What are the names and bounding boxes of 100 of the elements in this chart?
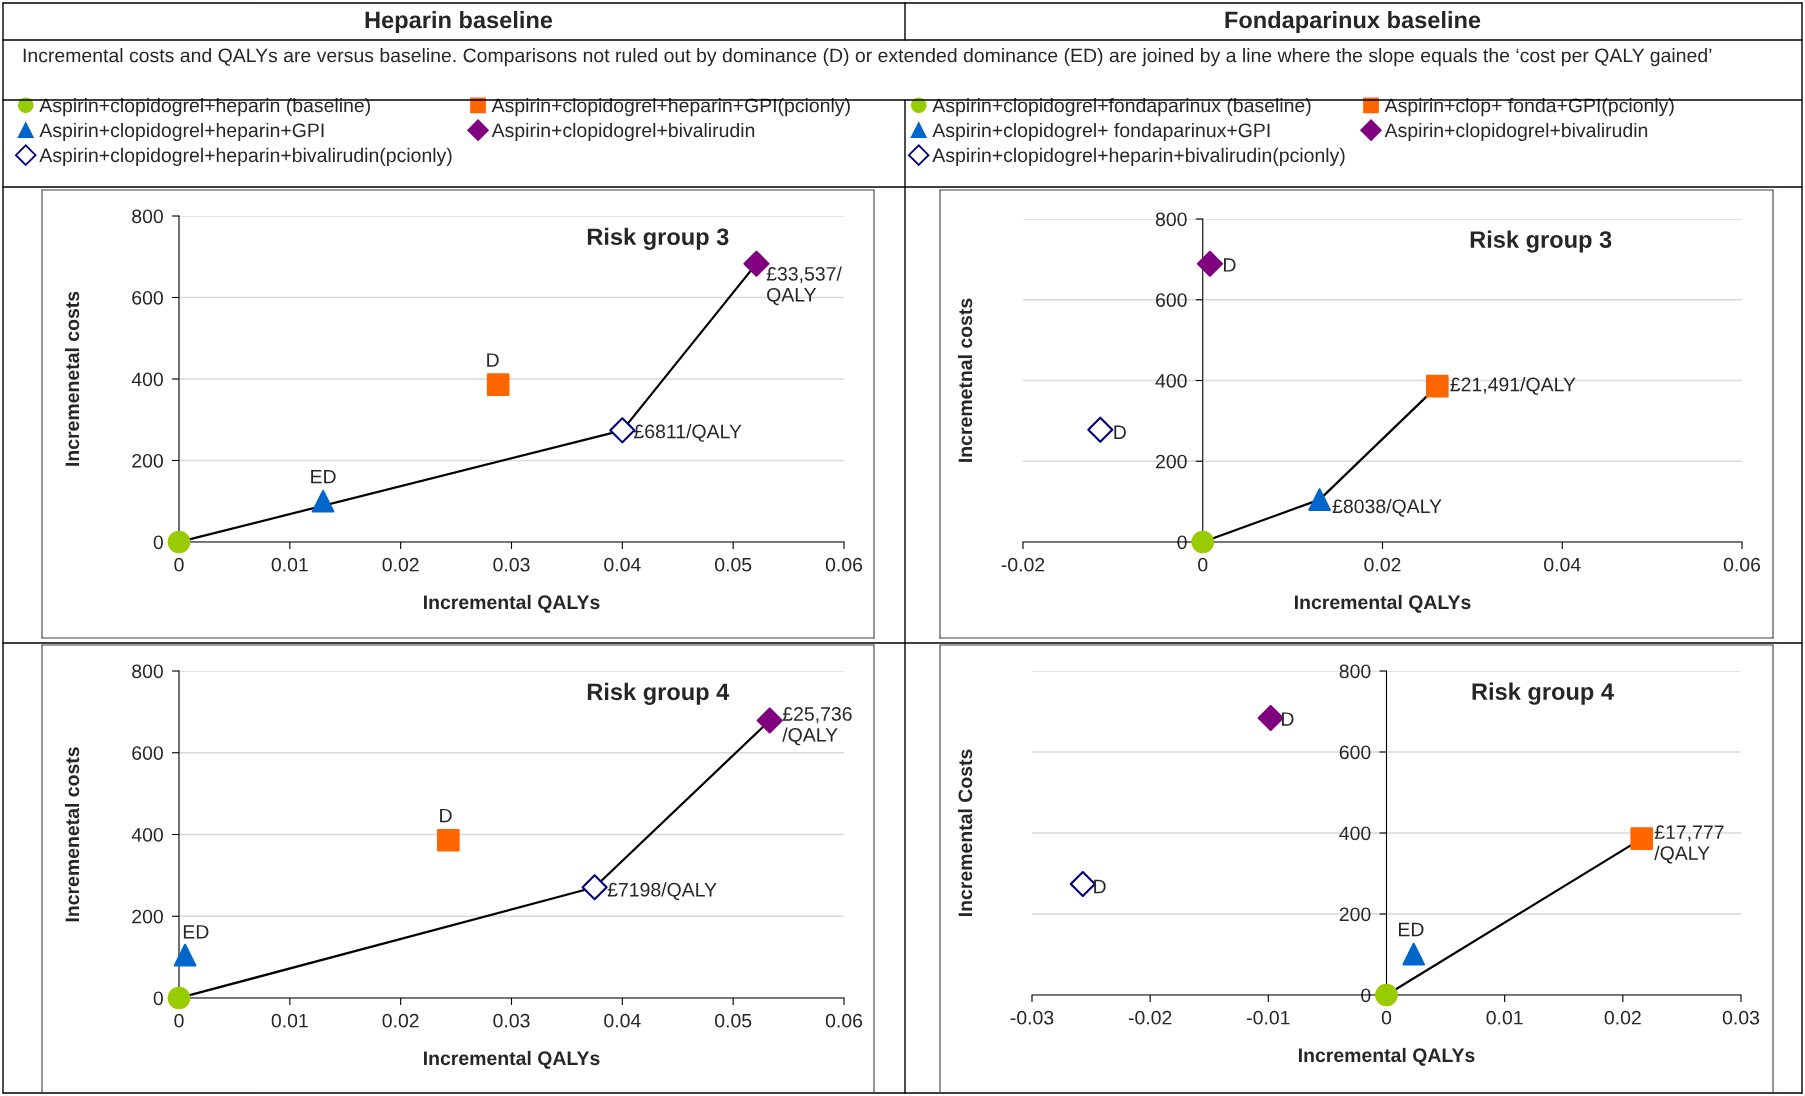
x-tick-label: 0 — [1381, 1010, 1392, 1025]
x-tick-label: 0 — [174, 557, 184, 572]
annotation: £21,491/QALY — [1450, 377, 1576, 395]
x-tick-label: 0.06 — [825, 1013, 863, 1028]
legend-label: Aspirin+clopidogrel+bivalirudin — [1384, 122, 1648, 142]
x-axis-title: Incremental QALYs — [1295, 594, 1471, 613]
y-tick-label: 200 — [1156, 454, 1187, 469]
y-tick-label: 200 — [132, 909, 163, 924]
point — [486, 373, 510, 397]
y-tick-label: 600 — [132, 746, 163, 760]
x-tick-label: 0.01 — [271, 557, 308, 572]
x-axis-title: Incremental QALYs — [1299, 1047, 1475, 1066]
point — [167, 986, 191, 1010]
y-tick-label: 600 — [1339, 745, 1371, 760]
x-axis-title: Incremental QALYs — [424, 594, 600, 613]
x-tick-label: -0.02 — [1128, 1010, 1172, 1025]
annotation: ED — [1398, 922, 1424, 937]
point — [581, 874, 608, 901]
legend-label: Aspirin+clopidogrel+heparin (baseline) — [39, 98, 370, 117]
annotation: D — [1224, 258, 1236, 272]
chart-subtitle: Heparin baseline — [365, 11, 553, 33]
y-tick-label: 800 — [132, 209, 163, 224]
chart-title: Risk group 3 — [1470, 230, 1612, 253]
y-tick-label: 600 — [1156, 293, 1187, 307]
x-tick-label: 0.03 — [493, 557, 530, 572]
x-tick-label: 0.04 — [604, 557, 641, 572]
chart-subtitle: Fondaparinux baseline — [1225, 11, 1481, 33]
y-tick-label: 200 — [132, 453, 163, 468]
x-tick-label: 0.02 — [382, 557, 419, 572]
point — [1630, 827, 1654, 851]
annotation: £6811/QALY — [633, 424, 742, 442]
chart-title: Risk group 4 — [587, 682, 730, 705]
y-tick-label: 800 — [1339, 664, 1371, 679]
point — [173, 943, 197, 967]
y-tick-label: 400 — [1155, 373, 1187, 388]
x-tick-label: 0 — [174, 1013, 184, 1028]
point — [436, 828, 460, 852]
x-axis-title: Incremental QALYs — [424, 1050, 600, 1069]
y-tick-label: 400 — [131, 827, 163, 842]
chart-title: Risk group 3 — [587, 227, 729, 250]
y-tick-label: 0 — [153, 535, 163, 550]
legend-label: Aspirin+clop+ fonda+GPI(pcionly) — [1384, 98, 1674, 117]
point — [311, 489, 335, 513]
y-axis-title: Incremenetal costs — [64, 291, 80, 466]
x-tick-label: 0.05 — [715, 557, 752, 572]
annotation: £17,777 /QALY — [1654, 825, 1724, 864]
annotation: D — [1094, 879, 1106, 894]
annotation: £7198/QALY — [607, 882, 717, 901]
point — [1257, 704, 1284, 732]
point — [1402, 942, 1426, 966]
legend-label: Aspirin+clopidogrel+ fondaparinux+GPI — [932, 122, 1270, 142]
point — [756, 707, 783, 734]
x-tick-label: 0.05 — [715, 1013, 752, 1028]
legend-label: Aspirin+clopidogrel+heparin+bivalirudin(pcionly) — [39, 147, 452, 166]
text: Incremental costs and QALYs are versus baseline. Comparisons not ruled out by dominance (D) or extended dominance (ED) are joined by a line where the slope equals the ‘cost per QALY gained’ — [23, 48, 1712, 67]
annotation: D — [487, 353, 499, 367]
y-tick-label: 800 — [1155, 212, 1187, 227]
annotation: D — [440, 808, 452, 823]
x-tick-label: 0.02 — [1604, 1010, 1641, 1025]
y-tick-label: 800 — [132, 664, 163, 679]
annotation: £8038/QALY — [1332, 498, 1442, 517]
point — [1191, 530, 1215, 554]
annotation: D — [1282, 712, 1294, 726]
y-tick-label: 200 — [1339, 907, 1371, 922]
x-tick-label: 0.06 — [1723, 557, 1761, 572]
point — [1375, 983, 1398, 1007]
point — [1196, 250, 1224, 277]
x-tick-label: 0.01 — [1486, 1010, 1523, 1025]
x-tick-label: 0.04 — [1544, 557, 1581, 572]
legend-label: Aspirin+clopidogrel+bivalirudin — [491, 122, 755, 142]
x-tick-label: 0.03 — [1722, 1010, 1760, 1025]
x-tick-label: 0.03 — [493, 1013, 530, 1028]
x-tick-label: 0.01 — [271, 1013, 308, 1028]
y-tick-label: 400 — [131, 372, 163, 387]
chart-title: Risk group 4 — [1472, 682, 1614, 705]
x-tick-label: 0.02 — [1364, 557, 1401, 572]
point — [1425, 374, 1449, 398]
legend-label: Aspirin+clopidogrel+fondaparinux (baseline) — [932, 98, 1311, 117]
x-tick-label: -0.02 — [1001, 557, 1045, 572]
x-tick-label: 0.04 — [604, 1013, 641, 1028]
annotation: £25,736 /QALY — [782, 707, 852, 746]
annotation: ED — [183, 925, 209, 939]
annotation: ED — [311, 469, 336, 484]
y-axis-title: Incremenetal costs — [64, 747, 80, 922]
point — [167, 530, 191, 554]
y-axis-title: Incremetnal costs — [957, 298, 973, 462]
x-tick-label: -0.03 — [1010, 1010, 1054, 1025]
point — [1308, 488, 1331, 511]
y-tick-label: 600 — [132, 290, 163, 305]
x-tick-label: 0.02 — [382, 1013, 419, 1028]
legend-label: Aspirin+clopidogrel+heparin+GPI — [39, 122, 324, 142]
legend-label: Aspirin+clopidogrel+heparin+bivalirudin(pcionly) — [932, 147, 1345, 166]
legend-label: Aspirin+clopidogrel+heparin+GPI(pcionly) — [491, 98, 850, 117]
x-tick-label: 0.06 — [825, 557, 863, 572]
annotation: £33,537/ QALY — [766, 266, 842, 306]
y-tick-label: 400 — [1339, 826, 1371, 841]
annotation: D — [1114, 425, 1126, 439]
point — [1087, 416, 1114, 443]
y-tick-label: 0 — [153, 991, 163, 1006]
x-tick-label: -0.01 — [1247, 1010, 1290, 1025]
